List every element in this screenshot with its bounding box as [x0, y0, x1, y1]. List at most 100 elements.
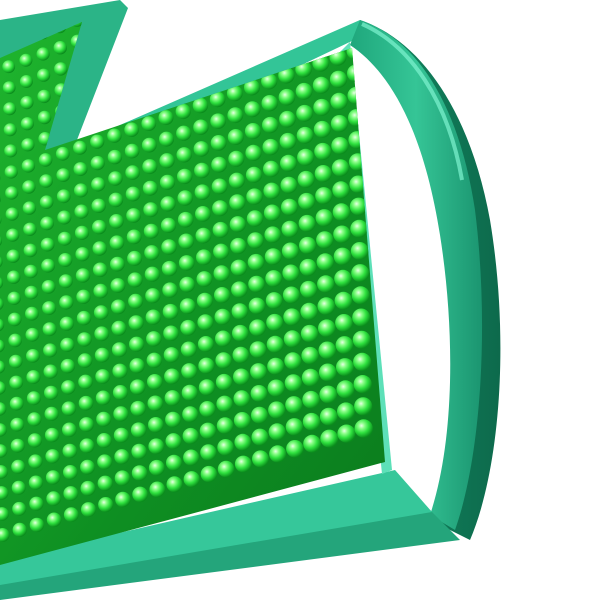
led-dot	[331, 159, 350, 177]
led-dot	[76, 310, 92, 326]
led-dot	[3, 123, 17, 137]
led-dot	[111, 342, 127, 358]
led-dot	[166, 454, 182, 471]
led-dot	[278, 67, 295, 84]
led-dot	[36, 47, 50, 61]
led-dot	[128, 315, 144, 331]
led-dot	[279, 132, 297, 150]
led-dot	[126, 208, 141, 223]
led-dot	[144, 245, 160, 261]
led-dot	[114, 470, 131, 486]
led-dot	[38, 153, 53, 167]
led-dot	[303, 434, 321, 453]
led-dot	[199, 422, 217, 439]
led-dot	[123, 79, 138, 94]
led-dot	[267, 379, 285, 397]
led-dot	[94, 326, 110, 342]
led-dot	[10, 438, 25, 453]
led-dot	[45, 449, 60, 464]
led-dot	[143, 202, 159, 218]
led-dot	[42, 322, 57, 337]
led-dot	[18, 0, 31, 3]
led-dot	[113, 427, 129, 443]
led-dot	[180, 319, 197, 336]
led-dot	[148, 417, 164, 433]
led-dot	[7, 270, 21, 284]
led-dot	[147, 374, 163, 390]
led-dot	[195, 206, 211, 222]
led-dot	[160, 217, 177, 233]
led-dot	[58, 253, 73, 267]
led-dot	[146, 331, 162, 347]
led-dot	[40, 216, 54, 231]
led-dot	[249, 341, 267, 358]
led-dot	[39, 195, 54, 209]
led-dot	[265, 292, 283, 309]
led-dot	[125, 186, 141, 202]
led-dot	[111, 299, 126, 315]
led-dot	[24, 285, 39, 300]
frame-right-face	[350, 20, 483, 530]
led-dot	[316, 253, 334, 271]
led-dot	[77, 353, 93, 368]
led-dot	[329, 4, 346, 21]
led-dot	[0, 360, 6, 374]
led-dot	[299, 258, 317, 277]
led-dot	[181, 363, 198, 380]
led-dot	[250, 385, 268, 402]
led-dot	[132, 486, 148, 503]
led-dot	[284, 352, 302, 370]
led-dot	[91, 177, 106, 192]
led-dot	[0, 465, 8, 479]
led-dot	[197, 336, 214, 352]
led-dot	[140, 94, 156, 110]
led-dot	[140, 51, 155, 67]
led-dot	[333, 247, 352, 266]
led-dot	[158, 88, 173, 104]
led-dot	[129, 358, 145, 374]
led-dot	[92, 241, 107, 256]
led-dot	[301, 368, 320, 387]
led-dot	[200, 465, 218, 483]
led-dot	[91, 198, 106, 213]
led-dot	[264, 226, 282, 243]
led-dot	[130, 422, 147, 438]
led-dot	[354, 397, 373, 416]
led-dot	[12, 501, 27, 516]
led-dot	[112, 363, 128, 379]
led-dot	[194, 162, 210, 179]
led-dot	[198, 357, 215, 374]
led-dot	[0, 381, 6, 395]
led-dot	[179, 276, 195, 293]
led-dot	[286, 440, 304, 458]
led-dot	[42, 301, 57, 316]
led-dot	[27, 412, 42, 427]
led-dot	[76, 289, 91, 304]
led-dot	[93, 283, 108, 299]
led-dot	[98, 497, 114, 513]
led-dot	[74, 204, 89, 219]
led-dot	[246, 188, 263, 205]
led-dot	[260, 29, 277, 46]
led-dot	[159, 131, 174, 147]
led-dot	[227, 129, 244, 145]
led-dot	[217, 439, 234, 456]
led-dot	[24, 264, 38, 279]
led-dot	[5, 186, 19, 200]
led-dot	[178, 233, 194, 250]
led-dot	[250, 363, 267, 380]
led-dot	[173, 0, 188, 11]
led-dot	[318, 319, 336, 338]
led-dot	[313, 98, 331, 116]
led-dot	[107, 128, 122, 143]
led-dot	[0, 318, 5, 332]
led-dot	[108, 171, 123, 186]
led-dot	[0, 486, 9, 500]
led-dot	[80, 480, 96, 496]
led-dot	[177, 211, 194, 228]
led-dot	[182, 427, 199, 445]
led-dot	[0, 402, 7, 416]
led-dot	[300, 302, 318, 321]
led-dot	[162, 303, 179, 320]
